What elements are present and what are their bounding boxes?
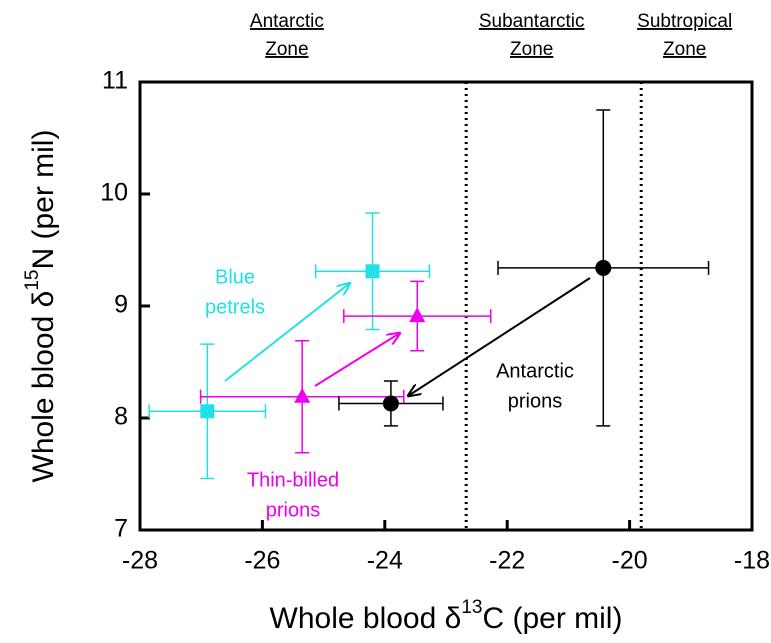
point xyxy=(382,395,399,412)
arrow xyxy=(314,333,400,387)
y-error-cap xyxy=(295,339,310,454)
x-tick-label: -26 xyxy=(244,547,280,575)
x-label-sup: 13 xyxy=(461,597,482,618)
arrow xyxy=(408,277,591,396)
y-axis-label: Whole blood δ15N (per mil) xyxy=(22,130,60,483)
point xyxy=(409,307,426,323)
series-label: Antarctic xyxy=(496,360,574,382)
point xyxy=(595,259,612,276)
x-tick-label: -20 xyxy=(612,547,648,575)
x-error-cap xyxy=(497,260,710,275)
y-error-cap xyxy=(383,380,398,427)
x-tick-label: -24 xyxy=(367,547,403,575)
series-label: Blue xyxy=(215,266,255,288)
y-tick-label: 9 xyxy=(114,291,128,319)
y-error-cap xyxy=(596,109,611,427)
x-error-cap xyxy=(338,396,444,411)
y-tick-label: 7 xyxy=(114,515,128,543)
x-error-cap xyxy=(148,404,267,419)
zone-label: Subantarctic xyxy=(479,11,585,32)
x-axis-label: Whole blood δ13C (per mil) xyxy=(270,597,623,635)
series-label: petrels xyxy=(205,296,265,318)
zone-label: Zone xyxy=(265,39,308,60)
x-tick-label: -22 xyxy=(489,547,525,575)
zone-label: Subtropical xyxy=(637,11,732,32)
series-label: Thin-billed xyxy=(247,469,339,491)
y-label-rest: N (per mil) xyxy=(27,130,60,270)
zone-label: Antarctic xyxy=(250,11,324,32)
x-label-rest: C (per mil) xyxy=(482,602,622,635)
series-label: prions xyxy=(508,390,562,412)
y-tick-label: 11 xyxy=(102,67,128,95)
plot-frame xyxy=(138,80,754,532)
y-label-text: Whole blood δ xyxy=(27,291,60,483)
series-label: prions xyxy=(266,499,320,521)
y-error-cap xyxy=(365,212,380,331)
y-error-cap xyxy=(200,343,215,480)
x-tick-label: -18 xyxy=(734,547,770,575)
point xyxy=(294,387,311,403)
y-tick-label: 8 xyxy=(114,403,128,431)
zone-label: Zone xyxy=(510,39,553,60)
x-label-text: Whole blood δ xyxy=(270,602,462,635)
x-error-cap xyxy=(314,264,431,279)
y-error-cap xyxy=(410,280,425,352)
y-label-sup: 15 xyxy=(22,270,43,291)
x-tick-label: -28 xyxy=(122,547,158,575)
arrow xyxy=(224,283,350,382)
x-error-cap xyxy=(343,309,492,324)
zone-label: Zone xyxy=(663,39,706,60)
x-error-cap xyxy=(199,389,405,404)
point xyxy=(365,264,380,279)
point xyxy=(200,404,215,419)
y-tick-label: 10 xyxy=(100,179,128,207)
